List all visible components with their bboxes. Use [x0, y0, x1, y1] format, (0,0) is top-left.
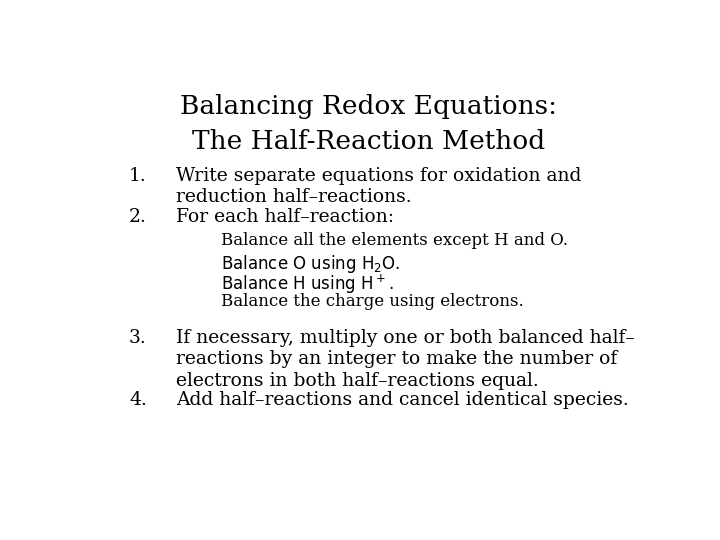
- Text: electrons in both half–reactions equal.: electrons in both half–reactions equal.: [176, 372, 539, 390]
- Text: Balance all the elements except H and O.: Balance all the elements except H and O.: [221, 232, 568, 249]
- Text: Balancing Redox Equations:: Balancing Redox Equations:: [181, 94, 557, 119]
- Text: The Half-Reaction Method: The Half-Reaction Method: [192, 129, 546, 154]
- Text: 4.: 4.: [129, 391, 147, 409]
- Text: For each half–reaction:: For each half–reaction:: [176, 208, 395, 226]
- Text: reduction half–reactions.: reduction half–reactions.: [176, 188, 412, 206]
- Text: Balance H using H$^+$.: Balance H using H$^+$.: [221, 273, 394, 296]
- Text: 1.: 1.: [129, 167, 147, 185]
- Text: Balance O using H$_2$O.: Balance O using H$_2$O.: [221, 253, 400, 275]
- Text: 3.: 3.: [129, 329, 147, 347]
- Text: Write separate equations for oxidation and: Write separate equations for oxidation a…: [176, 167, 582, 185]
- Text: Add half–reactions and cancel identical species.: Add half–reactions and cancel identical …: [176, 391, 629, 409]
- Text: 2.: 2.: [129, 208, 147, 226]
- Text: Balance the charge using electrons.: Balance the charge using electrons.: [221, 294, 524, 310]
- Text: If necessary, multiply one or both balanced half–: If necessary, multiply one or both balan…: [176, 329, 635, 347]
- Text: reactions by an integer to make the number of: reactions by an integer to make the numb…: [176, 350, 618, 368]
